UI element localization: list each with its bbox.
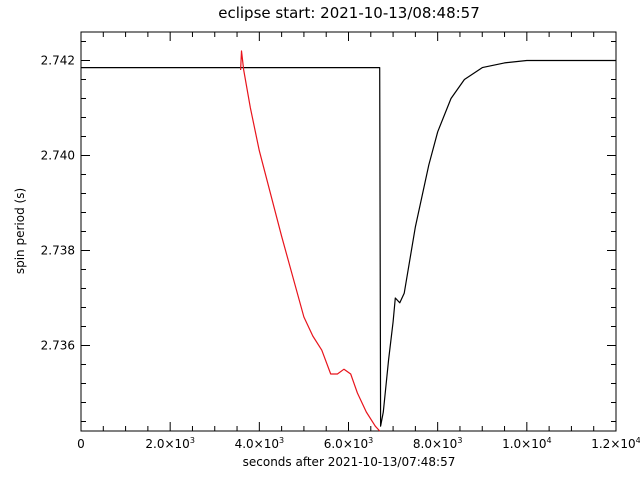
x-tick-label: 6.0×103 (324, 436, 374, 451)
y-axis-label: spin period (s) (13, 188, 27, 274)
x-axis-label: seconds after 2021-10-13/07:48:57 (243, 455, 456, 469)
series-line (81, 59, 616, 427)
x-tick-label: 8.0×103 (413, 436, 463, 451)
x-tick-label: 4.0×103 (235, 436, 285, 451)
x-tick-label: 2.0×103 (145, 436, 195, 451)
x-tick-label: 1.2×104 (591, 436, 640, 451)
y-tick-label: 2.738 (41, 244, 75, 258)
series-line (240, 50, 381, 432)
data-lines (81, 50, 616, 432)
y-tick-label: 2.740 (41, 149, 75, 163)
x-axis-ticks: 0 2.0×103 4.0×103 6.0×103 8.0×103 1.0×104 1.2×… (77, 32, 640, 451)
y-tick-label: 2.742 (41, 54, 75, 68)
chart-title: eclipse start: 2021-10-13/08:48:57 (218, 4, 480, 22)
y-tick-label: 2.736 (41, 339, 75, 353)
y-axis-ticks: 2.736 2.738 2.740 2.742 (41, 41, 616, 422)
x-tick-label: 1.0×104 (502, 436, 552, 451)
x-tick-label: 0 (77, 437, 85, 451)
plot-frame (80, 31, 617, 432)
